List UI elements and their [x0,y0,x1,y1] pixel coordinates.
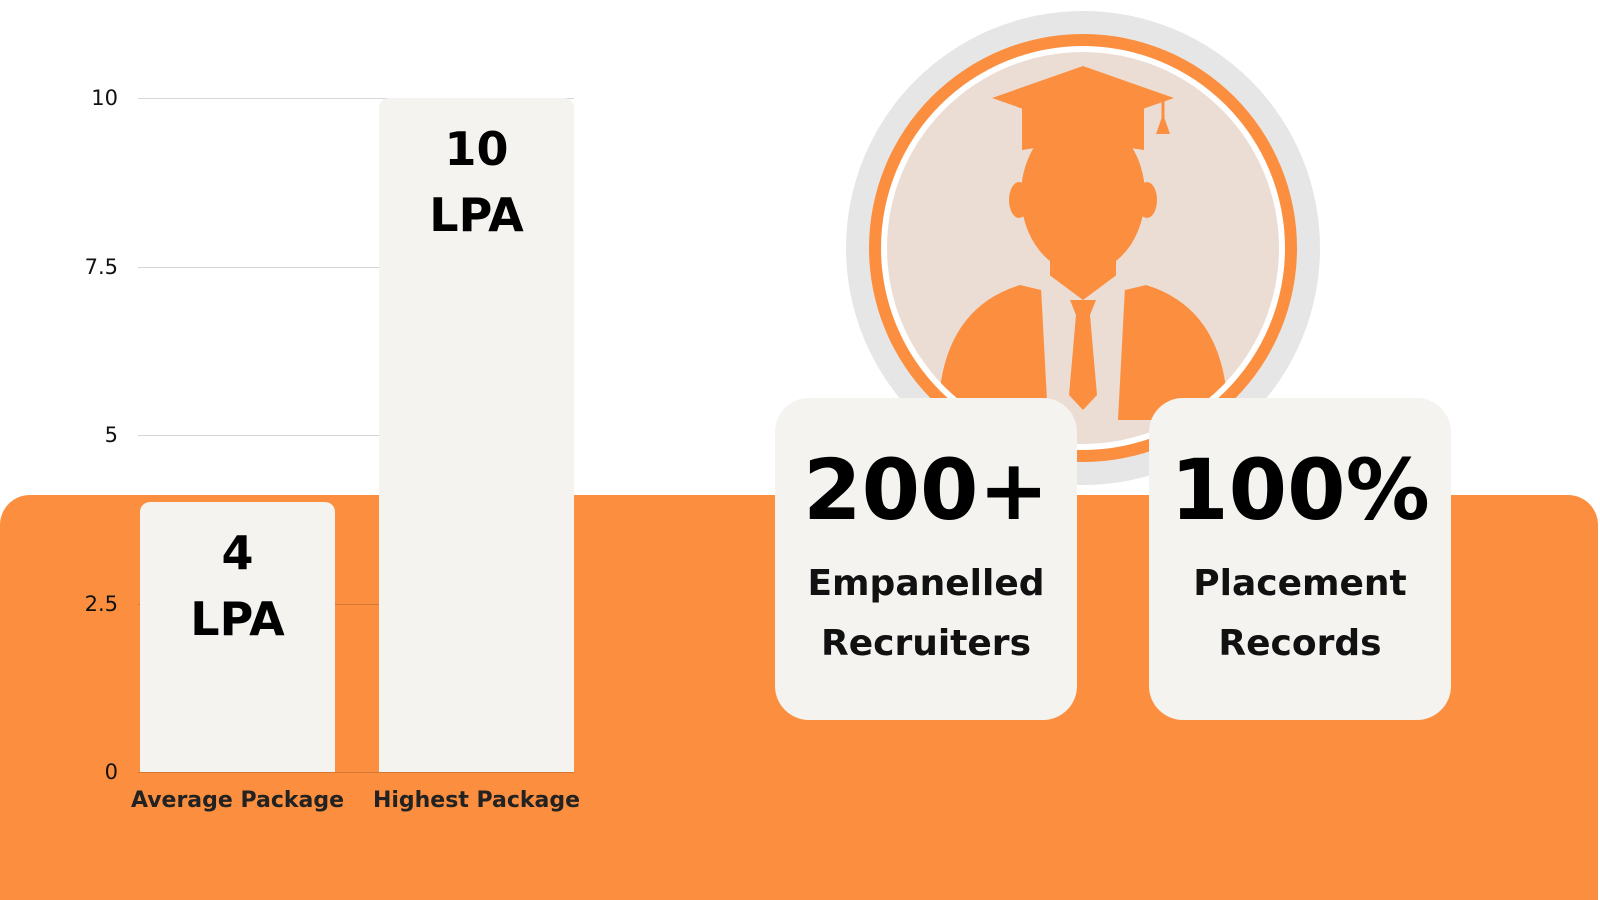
grid-line [138,266,574,268]
y-tick-label: 10 [91,86,118,110]
x-tick-label: Average Package [130,788,345,813]
bar: 4 LPA [140,502,335,772]
stat-label: Placement Records [1193,563,1407,664]
value-label: 10 LPA [429,122,524,242]
y-tick-label: 0 [104,760,118,784]
grid-line [138,435,574,436]
y-tick-label: 5 [104,423,118,447]
value-label: 4 LPA [190,526,285,647]
y-tick-label: 7.5 [84,254,118,279]
stat-card: 100% Placement Records [1149,398,1451,720]
grid-line [138,98,574,99]
x-tick-label: Highest Package [372,788,581,813]
stat-value: 100% [1170,441,1430,539]
grid-line [138,772,574,773]
stat-card: 200+ Empanelled Recruiters [775,398,1077,720]
y-tick-label: 2.5 [84,591,118,616]
grid-line [138,603,574,605]
stat-label: Empanelled Recruiters [807,563,1045,664]
bar: 10 LPA [379,98,574,772]
stat-value: 200+ [803,441,1049,539]
